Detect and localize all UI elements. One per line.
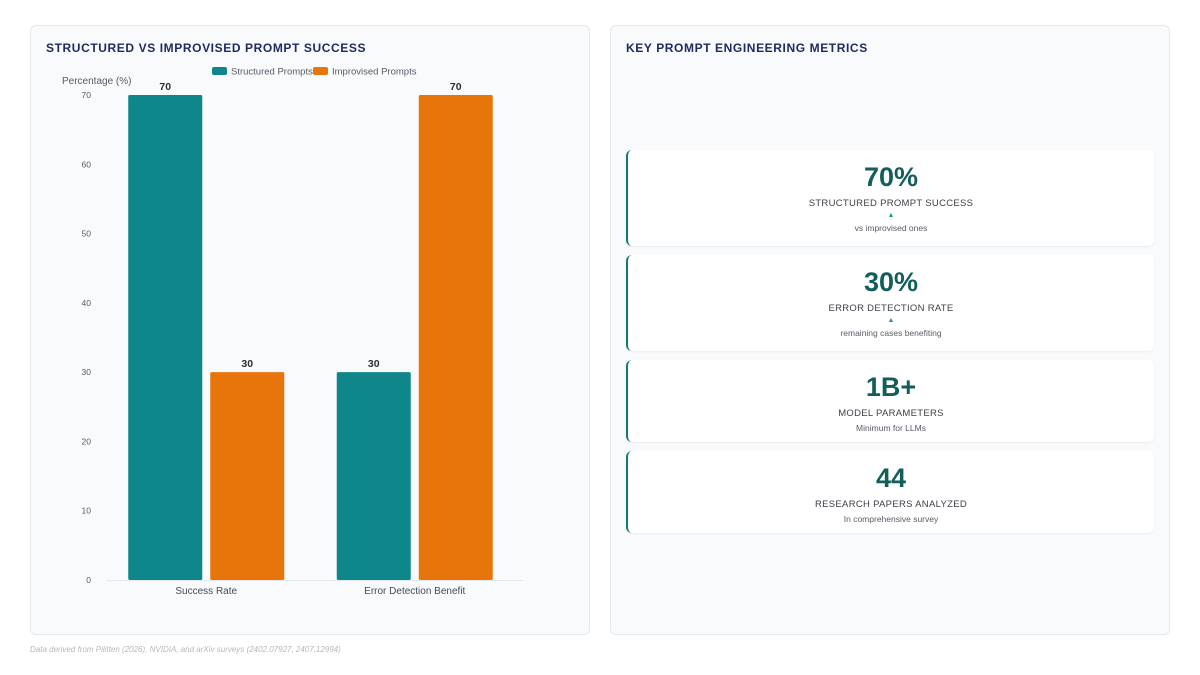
metric-subtext: In comprehensive survey	[843, 514, 939, 524]
metric-value: 70%	[863, 162, 919, 192]
metric-label: RESEARCH PAPERS ANALYZED	[814, 499, 968, 510]
metric-value: 30%	[863, 267, 919, 297]
metric-label: STRUCTURED PROMPT SUCCESS	[808, 198, 974, 209]
y-tick-label: 0	[86, 575, 91, 585]
metric-value: 1B+	[865, 372, 917, 402]
legend-swatch	[212, 67, 227, 75]
x-tick-label: Error Detection Benefit	[364, 586, 465, 597]
y-tick-label: 50	[82, 229, 92, 239]
bar-value-label: 70	[450, 81, 462, 93]
metric-label: MODEL PARAMETERS	[838, 408, 944, 419]
y-tick-label: 40	[82, 298, 92, 308]
metrics-panel: KEY PROMPT ENGINEERING METRICS 70% STRUC…	[610, 25, 1170, 635]
y-tick-label: 20	[82, 436, 92, 446]
legend-label: Improvised Prompts	[332, 67, 417, 78]
bar-value-label: 30	[368, 358, 380, 370]
y-tick-label: 10	[82, 506, 92, 516]
y-tick-label: 70	[82, 90, 92, 100]
y-tick-label: 60	[82, 159, 92, 169]
bar	[418, 95, 493, 580]
chart-panel: STRUCTURED VS IMPROVISED PROMPT SUCCESS …	[30, 25, 590, 635]
metric-subtext: remaining cases benefiting	[840, 328, 942, 338]
up-arrow-icon: ▲	[887, 317, 895, 324]
footer-note: Data derived from Pilitten (2026), NVIDI…	[30, 645, 341, 654]
metric-card-structured-success: 70% STRUCTURED PROMPT SUCCESS ▲ vs impro…	[626, 150, 1154, 246]
y-axis-title: Percentage (%)	[62, 76, 131, 87]
metric-card-model-parameters: 1B+ MODEL PARAMETERS Minimum for LLMs	[626, 360, 1154, 442]
metric-card-error-detection: 30% ERROR DETECTION RATE ▲ remaining cas…	[626, 255, 1154, 351]
metric-subtext: Minimum for LLMs	[856, 423, 926, 433]
bar	[336, 372, 411, 580]
legend-label: Structured Prompts	[231, 67, 313, 78]
bar	[210, 372, 285, 580]
metric-card-research-papers: 44 RESEARCH PAPERS ANALYZED In comprehen…	[626, 451, 1154, 533]
bar-value-label: 30	[241, 358, 253, 370]
bar-value-label: 70	[159, 81, 171, 93]
up-arrow-icon: ▲	[887, 212, 895, 219]
bar-chart: Percentage (%) 0 10 20 30 40 50 60 70 Structured …	[62, 67, 523, 597]
metrics-title: KEY PROMPT ENGINEERING METRICS	[626, 41, 868, 55]
metric-value: 44	[875, 463, 907, 493]
bar	[128, 95, 203, 580]
metric-subtext: vs improvised ones	[854, 223, 928, 233]
legend-swatch	[313, 67, 328, 75]
x-tick-label: Success Rate	[175, 586, 237, 597]
chart-title: STRUCTURED VS IMPROVISED PROMPT SUCCESS	[46, 41, 367, 55]
metric-label: ERROR DETECTION RATE	[828, 303, 954, 314]
y-tick-label: 30	[82, 367, 92, 377]
